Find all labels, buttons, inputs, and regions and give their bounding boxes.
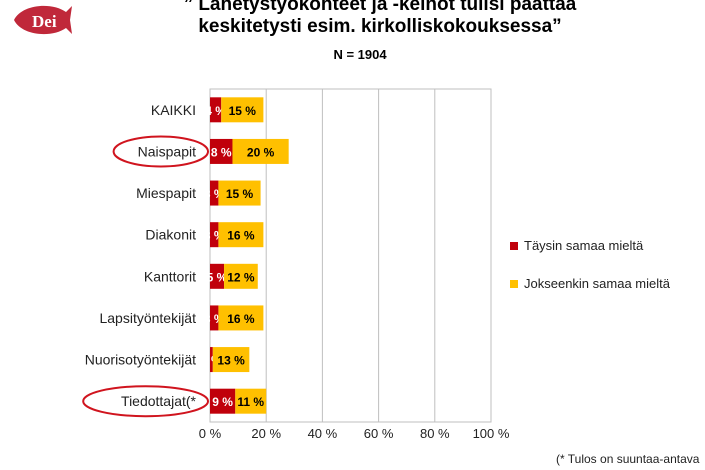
data-label: 5 % [207,270,228,284]
bar-segment-fully-agree [210,180,219,206]
category-label: Diakonit [145,227,196,243]
legend-swatch-fully-agree [510,242,518,250]
data-label: 4 % [205,104,226,118]
x-tick-label: 40 % [308,426,338,441]
x-tick-label: 80 % [420,426,450,441]
category-label: KAIKKI [151,102,196,118]
bar-segment-somewhat-agree [232,138,289,164]
bar-segment-somewhat-agree [218,305,264,331]
data-label: 11 % [237,395,264,409]
data-label: 15 % [229,104,257,118]
bar-segment-fully-agree [210,388,236,414]
logo-text: Dei [32,12,57,31]
data-label: 16 % [227,229,255,243]
fish-logo-shape [14,5,72,35]
footnote: (* Tulos on suuntaa-antava [556,452,700,466]
category-label: Nuorisotyöntekijät [85,352,196,368]
bar-segment-somewhat-agree [235,388,267,414]
x-tick-label: 20 % [251,426,281,441]
data-label: 13 % [217,354,245,368]
data-label: 8 % [211,145,232,159]
plot-area-border [209,88,492,423]
category-label: Lapsityöntekijät [99,310,196,326]
radio-dei-logo: Dei [14,5,72,35]
legend-swatch-somewhat-agree [510,280,518,288]
bar-segment-fully-agree [210,347,213,373]
data-label: 12 % [227,270,255,284]
sample-size-label: N = 1904 [333,47,387,62]
data-label: 20 % [247,145,275,159]
bar-segment-somewhat-agree [224,263,258,289]
chart-title-line-1: ” Lähetystyökohteet ja -keinot tulisi pä… [183,0,577,15]
legend-item-fully-agree: Täysin samaa mieltä [510,236,680,256]
data-label: 9 % [212,395,233,409]
legend-label-somewhat-agree: Jokseenkin samaa mieltä [524,276,670,291]
category-label: Tiedottajat(* [121,393,197,409]
category-label: Kanttorit [144,268,196,284]
bar-segment-fully-agree [210,138,233,164]
chart-title: ” Lähetystyökohteet ja -keinot tulisi pä… [110,0,650,38]
highlight-ellipse [112,135,210,168]
bar-segment-fully-agree [210,305,219,331]
bar-segment-somewhat-agree [218,180,261,206]
bar-segment-somewhat-agree [221,97,264,123]
legend-item-somewhat-agree: Jokseenkin samaa mieltä [510,274,680,294]
bar-segment-somewhat-agree [218,222,264,248]
bar-segment-somewhat-agree [212,347,250,373]
bar-segment-fully-agree [210,97,222,123]
x-tick-label: 100 % [473,426,510,441]
category-label: Miespapit [136,185,196,201]
chart-legend: Täysin samaa mieltä Jokseenkin samaa mie… [510,236,680,294]
bar-segment-fully-agree [210,222,219,248]
chart-title-line-2: keskitetysti esim. kirkolliskokouksessa” [198,16,562,37]
x-tick-label: 0 % [199,426,222,441]
category-label: Naispapit [138,143,196,159]
data-label: 16 % [227,312,255,326]
bar-segment-fully-agree [210,263,225,289]
highlight-ellipse [82,385,210,418]
data-label: 15 % [226,187,254,201]
x-tick-label: 60 % [364,426,394,441]
legend-label-fully-agree: Täysin samaa mieltä [524,238,644,253]
